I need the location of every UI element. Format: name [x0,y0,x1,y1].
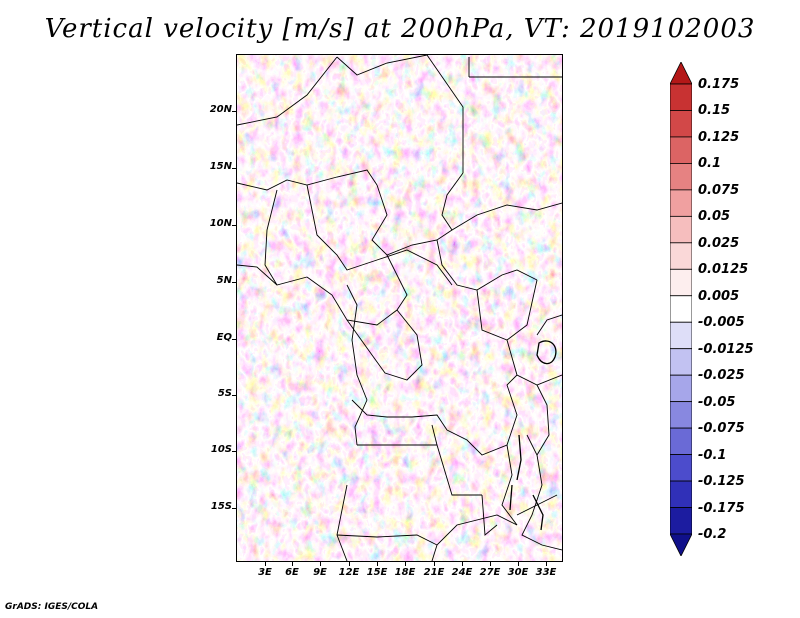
lon-label-9e: 9E [313,567,327,578]
lat-tick [232,508,236,509]
colorbar-segment [670,163,692,191]
colorbar-segment [670,480,692,508]
vertical-velocity-field [237,55,562,561]
lon-label-21e: 21E [423,567,445,578]
lat-label-5n: 5N [216,275,232,286]
colorbar-label: -0.1 [698,447,727,463]
map-plot [236,54,563,562]
lon-label-15e: 15E [366,567,388,578]
lat-label-15n: 15N [209,161,232,172]
lon-tick [377,562,378,566]
colorbar-label: 0.025 [698,235,740,251]
lat-tick [232,225,236,226]
lat-tick [232,168,236,169]
colorbar-label: -0.2 [698,527,727,542]
lon-label-12e: 12E [338,567,360,578]
colorbar-segment [670,110,692,138]
lat-label-eq: EQ [216,332,232,343]
lon-tick [265,562,266,566]
lon-label-33e: 33E [535,567,557,578]
colorbar-segment [670,427,692,455]
lon-tick [546,562,547,566]
lon-tick [518,562,519,566]
lon-tick [490,562,491,566]
colorbar-label: 0.125 [698,129,740,145]
velocity-shading [237,55,562,561]
lake-outlines [509,340,557,531]
lon-tick [349,562,350,566]
colorbar-label: 0.005 [698,288,740,304]
lat-tick [232,339,236,340]
map-title: Vertical velocity [m/s] at 200hPa, VT: 2… [44,14,756,44]
lon-label-30e: 30E [507,567,529,578]
colorbar-segment [670,348,692,376]
colorbar-label: -0.125 [698,474,745,490]
lon-tick [434,562,435,566]
colorbar-segment [670,454,692,482]
colorbar-label: 0.05 [698,209,731,225]
colorbar-label: -0.0125 [698,341,754,357]
colorbar-label: -0.05 [698,394,736,410]
colorbar-label: -0.005 [698,315,745,331]
colorbar [670,62,692,556]
colorbar-label: 0.175 [698,77,740,92]
lat-tick [232,395,236,396]
colorbar-segment [670,374,692,403]
colorbar-segment [670,83,692,111]
colorbar-segment [670,136,692,164]
colorbar-label: 0.15 [698,103,731,119]
colorbar-segment [670,507,692,535]
lat-label-20n: 20N [209,104,232,115]
lat-label-10n: 10N [209,218,232,229]
colorbar-segment [670,401,692,429]
lat-tick [232,111,236,112]
lon-tick [320,562,321,566]
colorbar-label: 0.1 [698,156,722,172]
colorbar-label: 0.0125 [698,262,749,278]
colorbar-label: -0.025 [698,368,745,384]
colorbar-bottom-triangle [670,533,692,556]
lat-label-5s: 5S [217,388,232,399]
lat-label-15s: 15S [210,501,232,512]
lon-label-3e: 3E [258,567,272,578]
colorbar-label: -0.075 [698,421,745,437]
lon-tick [405,562,406,566]
colorbar-label: -0.175 [698,500,745,516]
colorbar-label: 0.075 [698,182,740,198]
colorbar-segment [670,215,692,244]
colorbar-segment [670,295,692,323]
colorbar-segment [670,189,692,217]
footer-credit: GrADS: IGES/COLA [5,602,99,612]
lon-label-18e: 18E [394,567,416,578]
country-borders [237,55,562,561]
lon-label-6e: 6E [285,567,299,578]
lon-tick [292,562,293,566]
lat-label-10s: 10S [210,444,232,455]
lat-tick [232,451,236,452]
lat-tick [232,282,236,283]
colorbar-segment [670,242,692,270]
lon-label-24e: 24E [451,567,473,578]
colorbar-top-triangle [670,62,692,85]
lon-tick [462,562,463,566]
colorbar-segment [670,268,692,297]
colorbar-segment [670,321,692,350]
lon-label-27e: 27E [479,567,501,578]
